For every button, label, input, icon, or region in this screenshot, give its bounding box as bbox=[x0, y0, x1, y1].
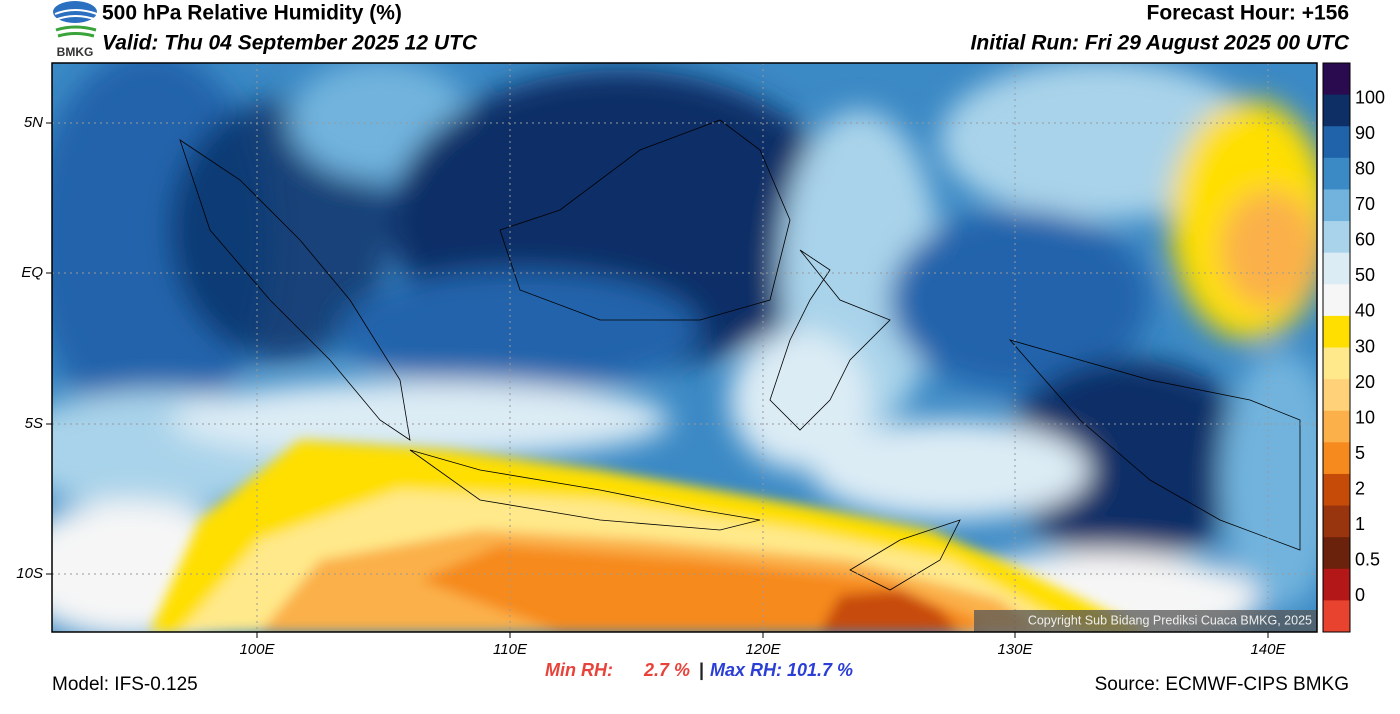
source: Source: ECMWF-CIPS BMKG bbox=[1095, 674, 1349, 695]
colorbar-label: 1 bbox=[1355, 514, 1365, 534]
lon-label: 110E bbox=[493, 641, 528, 658]
humidity-field: Copyright Sub Bidang Prediksi Cuaca BMKG… bbox=[52, 63, 1317, 632]
graticule bbox=[52, 63, 1317, 632]
colorbar-swatch bbox=[1323, 252, 1350, 285]
colorbar-label: 70 bbox=[1355, 194, 1375, 214]
colorbar-swatch bbox=[1323, 63, 1350, 96]
colorbar-label: 40 bbox=[1355, 301, 1375, 321]
logo: BMKG bbox=[53, 1, 98, 59]
colorbar-swatch bbox=[1323, 379, 1350, 412]
colorbar-label: 50 bbox=[1355, 265, 1375, 285]
lon-label: 140E bbox=[1250, 641, 1286, 658]
colorbar-swatch bbox=[1323, 473, 1350, 507]
colorbar-swatch bbox=[1323, 94, 1350, 127]
colorbar-label: 60 bbox=[1355, 230, 1375, 250]
colorbar-label: 2 bbox=[1355, 479, 1365, 499]
map-frame bbox=[51, 62, 1318, 633]
initial-run: Initial Run: Fri 29 August 2025 00 UTC bbox=[971, 32, 1350, 55]
colorbar-frame bbox=[1322, 62, 1351, 633]
valid-time: Valid: Thu 04 September 2025 12 UTC bbox=[102, 32, 478, 55]
colorbar-swatch bbox=[1323, 505, 1350, 538]
colorbar-swatch bbox=[1323, 347, 1350, 380]
lon-label: 120E bbox=[745, 641, 781, 658]
colorbar-swatch bbox=[1323, 315, 1350, 348]
copyright: Copyright Sub Bidang Prediksi Cuaca BMKG… bbox=[1028, 613, 1312, 627]
colorbar-swatch bbox=[1323, 189, 1350, 222]
colorbar-swatch bbox=[1323, 442, 1350, 475]
lat-label: 10S bbox=[16, 565, 43, 582]
colorbar-swatch bbox=[1323, 126, 1350, 159]
colorbar-swatch bbox=[1323, 600, 1350, 633]
colorbar-label: 0 bbox=[1355, 585, 1365, 605]
lat-label: EQ bbox=[21, 264, 43, 281]
colorbar-swatch bbox=[1323, 221, 1350, 254]
min-value: 2.7 % bbox=[643, 660, 690, 680]
colorbar-label: 0.5 bbox=[1355, 550, 1380, 570]
colorbar-label: 100 bbox=[1355, 87, 1385, 107]
colorbar-swatch bbox=[1323, 568, 1350, 601]
colorbar-label: 5 bbox=[1355, 443, 1365, 463]
colorbar-label: 10 bbox=[1355, 407, 1375, 427]
lon-label: 100E bbox=[239, 641, 275, 658]
colorbar-label: 80 bbox=[1355, 158, 1375, 178]
colorbar-label: 90 bbox=[1355, 123, 1375, 143]
colorbar-swatch bbox=[1323, 157, 1350, 190]
min-label: Min RH: bbox=[545, 660, 613, 680]
colorbar-label: 20 bbox=[1355, 372, 1375, 392]
colorbar-swatch bbox=[1323, 537, 1350, 570]
separator: | bbox=[699, 660, 704, 680]
forecast-hour: Forecast Hour: +156 bbox=[1147, 2, 1350, 25]
lat-label: 5N bbox=[24, 114, 43, 131]
colorbar-swatch bbox=[1323, 284, 1350, 317]
title: 500 hPa Relative Humidity (%) bbox=[102, 2, 402, 25]
coastlines bbox=[179, 119, 1301, 591]
colorbar-label: 30 bbox=[1355, 336, 1375, 356]
lat-label: 5S bbox=[25, 415, 43, 432]
max-value: Max RH: 101.7 % bbox=[710, 660, 853, 680]
model: Model: IFS-0.125 bbox=[52, 674, 198, 695]
logo-text: BMKG bbox=[57, 45, 94, 59]
lon-label: 130E bbox=[997, 641, 1033, 658]
colorbar-swatch bbox=[1323, 410, 1350, 443]
